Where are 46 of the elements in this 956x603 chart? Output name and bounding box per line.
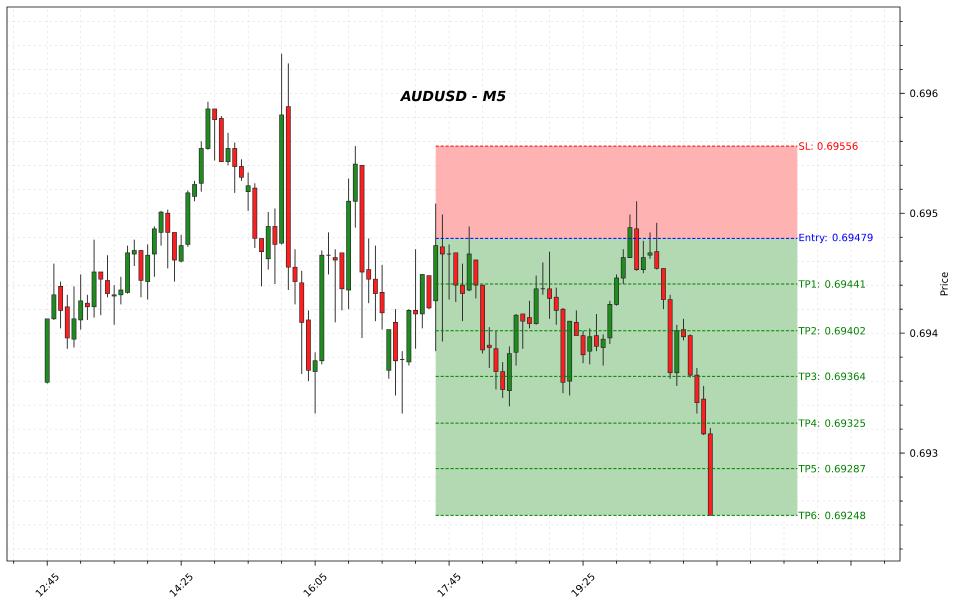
candlestick <box>654 222 660 270</box>
candlestick <box>527 300 532 329</box>
series-label: TP5: 0.69287 <box>798 464 866 472</box>
candlestick <box>620 248 626 284</box>
candlestick <box>681 318 686 341</box>
series-label: TP2: 0.69402 <box>798 326 865 335</box>
text: AUDUSD - M5 <box>400 90 506 102</box>
series-label: TP6: 0.69248 <box>798 512 866 520</box>
series-label: Entry: 0.69479 <box>799 234 873 244</box>
y-axis-title: Price <box>940 272 948 296</box>
candlestick <box>105 254 110 298</box>
candlestick <box>98 272 104 316</box>
candlestick <box>259 238 264 287</box>
candlestick <box>486 326 492 368</box>
y-tick-label: 0.696 <box>910 90 938 98</box>
candlestick <box>648 232 652 260</box>
candlestick <box>232 142 238 194</box>
series-label: SL: 0.69556 <box>799 142 858 150</box>
y-tick-label: 0.695 <box>910 209 938 218</box>
series-label: TP3: 0.69364 <box>798 372 866 380</box>
candlestick <box>587 328 592 365</box>
candlestick <box>494 330 498 390</box>
candlestick <box>366 238 372 304</box>
candlestick <box>440 214 445 342</box>
candlestick <box>292 248 298 305</box>
series-label: TP4: 0.69325 <box>798 419 866 427</box>
candlestick <box>446 244 452 300</box>
candlestick <box>78 274 84 330</box>
candlestick <box>520 314 526 350</box>
series-label: TP1: 0.69441 <box>798 280 865 288</box>
candlestick <box>332 248 338 323</box>
candlestick <box>500 361 506 398</box>
candlestick <box>460 263 465 322</box>
candlestick <box>239 158 244 182</box>
candlestick <box>547 251 552 320</box>
candlestick <box>72 286 76 348</box>
candlestick <box>165 209 170 269</box>
y-tick-label: 0.693 <box>910 449 938 457</box>
candlestick <box>554 287 559 326</box>
y-tick-label: 0.694 <box>910 329 938 337</box>
candlestick <box>540 262 546 296</box>
candlestick <box>112 284 117 326</box>
candlestick <box>400 350 405 414</box>
candlestick <box>246 172 251 212</box>
candlestick <box>132 239 137 266</box>
candlestick <box>640 240 646 274</box>
